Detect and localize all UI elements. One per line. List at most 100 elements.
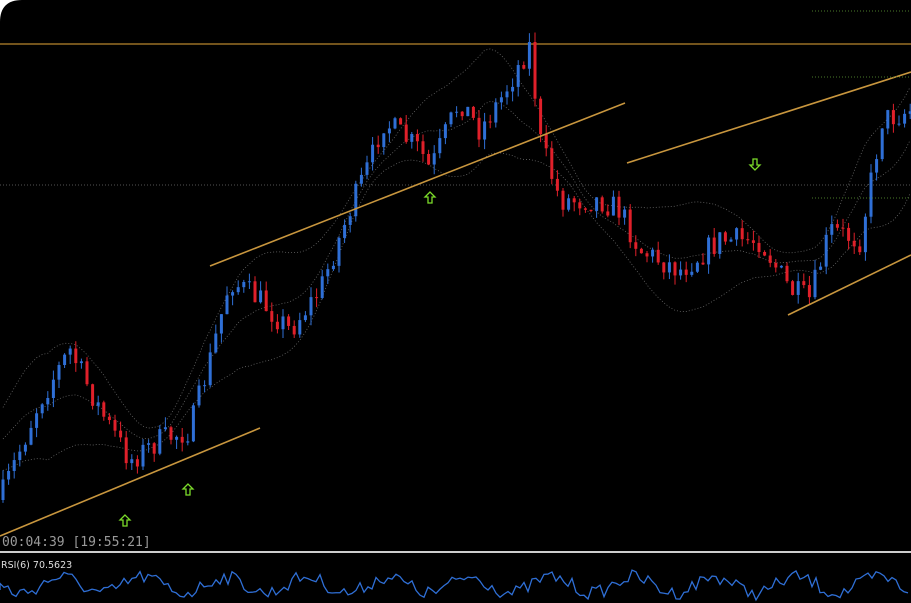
candle-body: [191, 405, 195, 442]
candle-body: [886, 110, 890, 129]
candle-body: [326, 269, 330, 277]
candle-body: [903, 113, 907, 124]
candle-body: [639, 248, 643, 254]
candle-body: [511, 86, 515, 92]
candle-body: [544, 134, 548, 149]
sell-arrow: [748, 158, 762, 171]
candle-body: [595, 197, 599, 211]
candle-body: [7, 470, 11, 480]
candle-body: [611, 196, 615, 216]
candle-body: [225, 295, 229, 315]
candle-body: [735, 228, 739, 240]
candle-body: [555, 178, 559, 191]
candle-body: [813, 269, 817, 298]
candle-body: [141, 444, 145, 467]
candle-body: [819, 266, 823, 270]
candle-body: [779, 265, 783, 268]
candle-body: [247, 281, 251, 283]
band-line: [2, 101, 911, 440]
candle-body: [679, 269, 683, 276]
candle-body: [483, 121, 487, 140]
candle-body: [707, 237, 711, 265]
candle-body: [231, 292, 235, 296]
candle-body: [415, 134, 419, 142]
candle-body: [533, 42, 537, 99]
candle-body: [107, 416, 111, 421]
candle-body: [869, 172, 873, 217]
candle-body: [169, 427, 173, 440]
candle-body: [102, 402, 106, 417]
candle-body: [113, 420, 117, 431]
candle-body: [270, 311, 274, 322]
candle-body: [606, 211, 610, 216]
signal-arrows: [118, 158, 762, 527]
candle-body: [774, 262, 778, 268]
candle-body: [539, 98, 543, 135]
candle-body: [667, 262, 671, 273]
candle-body: [12, 460, 16, 471]
candle-body: [763, 252, 767, 256]
candle-body: [494, 102, 498, 123]
candle-body: [471, 106, 475, 118]
candle-body: [427, 153, 431, 165]
trend-line: [787, 254, 911, 316]
candle-body: [29, 427, 33, 445]
candle-body: [180, 436, 184, 443]
candle-body: [337, 237, 341, 266]
candles: [1, 32, 911, 503]
rsi-line: [0, 569, 909, 602]
candle-body: [124, 437, 128, 464]
candle-body: [23, 444, 27, 452]
candle-body: [432, 153, 436, 165]
candle-body: [51, 379, 55, 399]
candle-body: [331, 265, 335, 270]
candle-body: [746, 239, 750, 241]
candle-body: [130, 459, 134, 464]
candle-body: [656, 249, 660, 263]
candle-body: [723, 232, 727, 242]
candle-body: [757, 242, 761, 253]
candle-body: [852, 240, 856, 247]
candle-body: [158, 429, 162, 454]
candle-body: [382, 133, 386, 148]
candle-body: [785, 265, 789, 282]
candle-body: [623, 209, 627, 218]
candle-body: [651, 249, 655, 257]
candle-body: [791, 281, 795, 295]
candle-body: [891, 110, 895, 125]
candle-body: [421, 141, 425, 154]
candle-body: [499, 97, 503, 103]
buy-arrow: [181, 483, 195, 496]
candle-body: [695, 262, 699, 272]
candle-body: [488, 121, 492, 123]
buy-arrow: [423, 191, 437, 204]
candle-body: [152, 443, 156, 454]
candle-body: [175, 436, 179, 440]
candle-body: [768, 255, 772, 263]
candle-body: [908, 111, 911, 114]
candle-body: [259, 290, 263, 303]
candle-body: [186, 441, 190, 443]
candle-body: [443, 124, 447, 139]
candle-body: [96, 402, 100, 406]
candle-body: [684, 269, 688, 275]
candle-body: [712, 237, 716, 254]
candle-body: [404, 124, 408, 142]
candle-body: [365, 162, 369, 175]
candle-body: [275, 321, 279, 330]
candle-body: [460, 111, 464, 117]
candle-body: [841, 227, 845, 229]
candle-body: [74, 348, 78, 364]
candle-body: [634, 242, 638, 249]
buy-arrow: [118, 514, 132, 527]
trend-lines: [0, 71, 911, 537]
candle-body: [292, 325, 296, 335]
candle-body: [343, 224, 347, 238]
candle-body: [729, 239, 733, 242]
candle-body: [863, 216, 867, 253]
candle-body: [718, 232, 722, 254]
candle-body: [18, 451, 22, 461]
candle-body: [589, 209, 593, 211]
candle-body: [701, 262, 705, 265]
